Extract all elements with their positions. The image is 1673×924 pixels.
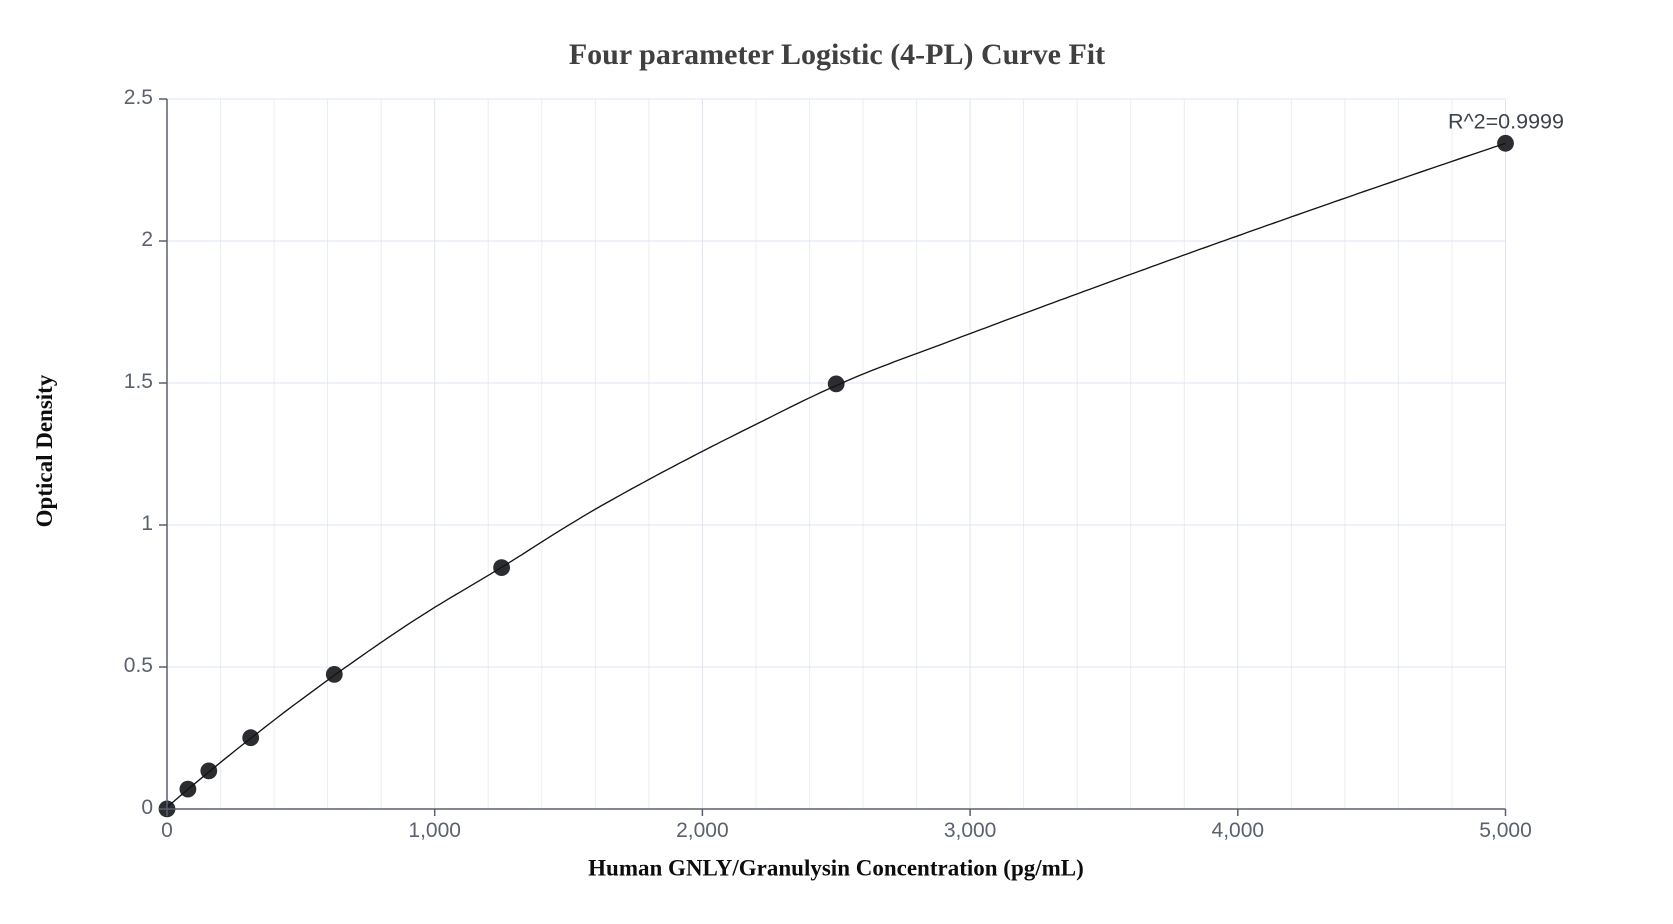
svg-text:R^2=0.9999: R^2=0.9999 (1448, 110, 1564, 134)
svg-text:2,000: 2,000 (676, 819, 729, 842)
svg-text:1: 1 (141, 512, 153, 535)
svg-text:0: 0 (141, 796, 153, 819)
svg-text:3,000: 3,000 (944, 819, 997, 842)
svg-text:2.5: 2.5 (124, 86, 153, 109)
svg-text:1,000: 1,000 (408, 819, 461, 842)
svg-text:4,000: 4,000 (1212, 819, 1265, 842)
svg-text:5,000: 5,000 (1479, 819, 1532, 842)
svg-text:Human GNLY/Granulysin Concentr: Human GNLY/Granulysin Concentration (pg/… (588, 856, 1084, 881)
svg-text:Optical Density: Optical Density (32, 374, 57, 527)
svg-text:2: 2 (141, 228, 153, 251)
svg-text:Four parameter Logistic (4-PL): Four parameter Logistic (4-PL) Curve Fit (569, 38, 1105, 71)
svg-text:0: 0 (161, 819, 173, 842)
svg-text:0.5: 0.5 (124, 654, 153, 677)
svg-text:1.5: 1.5 (124, 370, 153, 393)
